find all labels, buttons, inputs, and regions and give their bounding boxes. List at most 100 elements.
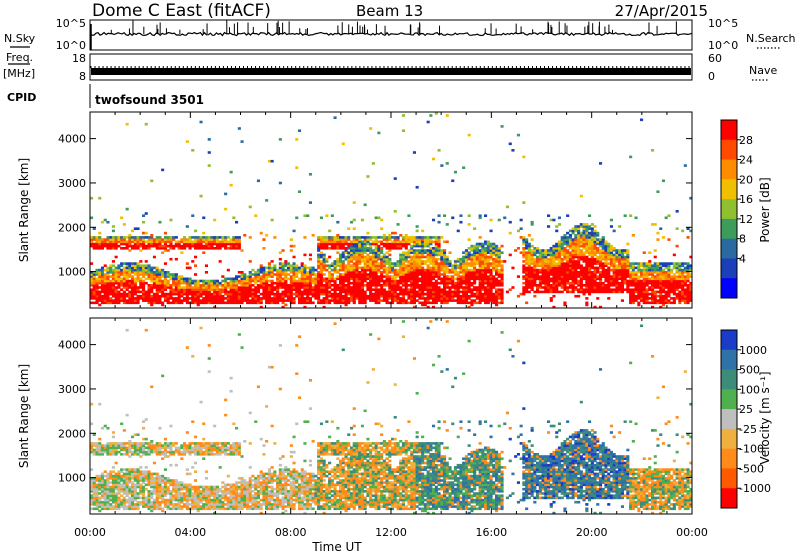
power-cell	[434, 260, 438, 263]
power-cell	[347, 257, 351, 261]
power-cell	[664, 273, 668, 276]
power-cell	[538, 279, 542, 283]
power-cell	[626, 264, 630, 267]
power-cell	[352, 240, 356, 244]
power-cell	[590, 277, 594, 281]
power-cell	[374, 277, 378, 281]
power-cell	[180, 277, 184, 281]
power-cell	[410, 244, 414, 248]
power-cell	[404, 268, 408, 272]
power-cell	[109, 247, 113, 250]
power-cell	[142, 290, 146, 294]
power-cell	[306, 266, 310, 270]
power-cell	[377, 294, 381, 298]
power-cell	[147, 275, 151, 278]
power-cell	[150, 297, 154, 300]
power-cell	[541, 273, 545, 276]
power-cell	[199, 236, 203, 239]
power-cell	[106, 277, 110, 281]
power-cell	[380, 240, 384, 244]
power-cell	[90, 279, 94, 283]
power-cell	[432, 257, 436, 261]
power-cell	[95, 286, 99, 289]
power-cell	[284, 290, 288, 294]
power-cell	[308, 275, 312, 278]
power-cell	[374, 271, 378, 274]
power-cell	[404, 281, 408, 285]
power-cell	[336, 288, 340, 291]
power-cell	[432, 251, 436, 254]
power-cell	[303, 286, 307, 289]
power-cell	[183, 247, 187, 250]
power-cell	[350, 294, 354, 298]
power-cell	[681, 297, 685, 300]
power-cell	[467, 214, 471, 217]
power-cell	[544, 257, 548, 261]
power-cell	[664, 264, 668, 267]
power-cell	[333, 297, 337, 300]
power-cell	[308, 290, 312, 294]
power-cell	[142, 279, 146, 283]
power-cell	[393, 277, 397, 281]
power-cell	[336, 297, 340, 300]
power-cell	[339, 297, 343, 300]
power-cell	[191, 279, 195, 283]
power-cell	[648, 292, 652, 296]
power-cell	[566, 268, 570, 272]
power-cell	[437, 292, 441, 296]
power-cell	[380, 292, 384, 296]
power-cell	[194, 229, 198, 233]
power-cell	[391, 247, 395, 250]
power-cell	[681, 262, 685, 265]
power-cell	[555, 264, 559, 267]
power-cell	[631, 268, 635, 272]
power-cell	[601, 236, 605, 239]
power-cell	[640, 275, 644, 278]
power-cell	[678, 294, 682, 298]
power-cell	[434, 275, 438, 278]
power-cell	[620, 253, 624, 257]
power-cell	[199, 292, 203, 296]
power-cell	[295, 284, 299, 287]
power-cell	[618, 284, 622, 287]
power-cell	[533, 257, 537, 261]
power-cell	[352, 297, 356, 300]
power-cell	[527, 253, 531, 257]
power-cell	[443, 255, 447, 259]
power-cell	[350, 277, 354, 281]
power-cell	[484, 253, 488, 257]
power-cell	[322, 255, 326, 259]
power-cell	[577, 247, 581, 250]
power-cell	[525, 247, 529, 250]
power-cell	[486, 284, 490, 287]
power-cell	[191, 240, 195, 244]
power-cell	[612, 277, 616, 281]
power-cell	[278, 138, 282, 141]
power-cell	[341, 273, 345, 276]
power-cell	[369, 244, 373, 248]
power-cell	[544, 275, 548, 278]
power-cell	[410, 279, 414, 283]
power-cell	[503, 216, 507, 220]
power-cell	[287, 273, 291, 276]
power-cell	[418, 294, 422, 298]
power-cell	[453, 260, 457, 263]
power-cell	[544, 286, 548, 289]
power-cell	[618, 288, 622, 291]
power-cell	[653, 255, 657, 259]
power-cell	[226, 299, 230, 302]
power-cell	[393, 264, 397, 267]
power-cell	[407, 240, 411, 244]
power-cell	[626, 257, 630, 261]
power-cell	[185, 225, 189, 228]
power-cell	[544, 266, 548, 270]
power-cell	[415, 264, 419, 267]
power-cell	[281, 281, 285, 285]
power-cell	[664, 275, 668, 278]
power-cell	[382, 260, 386, 263]
power-cell	[131, 286, 135, 289]
power-cell	[527, 277, 531, 281]
power-cell	[385, 251, 389, 254]
power-cell	[358, 284, 362, 287]
power-cell	[563, 253, 567, 257]
